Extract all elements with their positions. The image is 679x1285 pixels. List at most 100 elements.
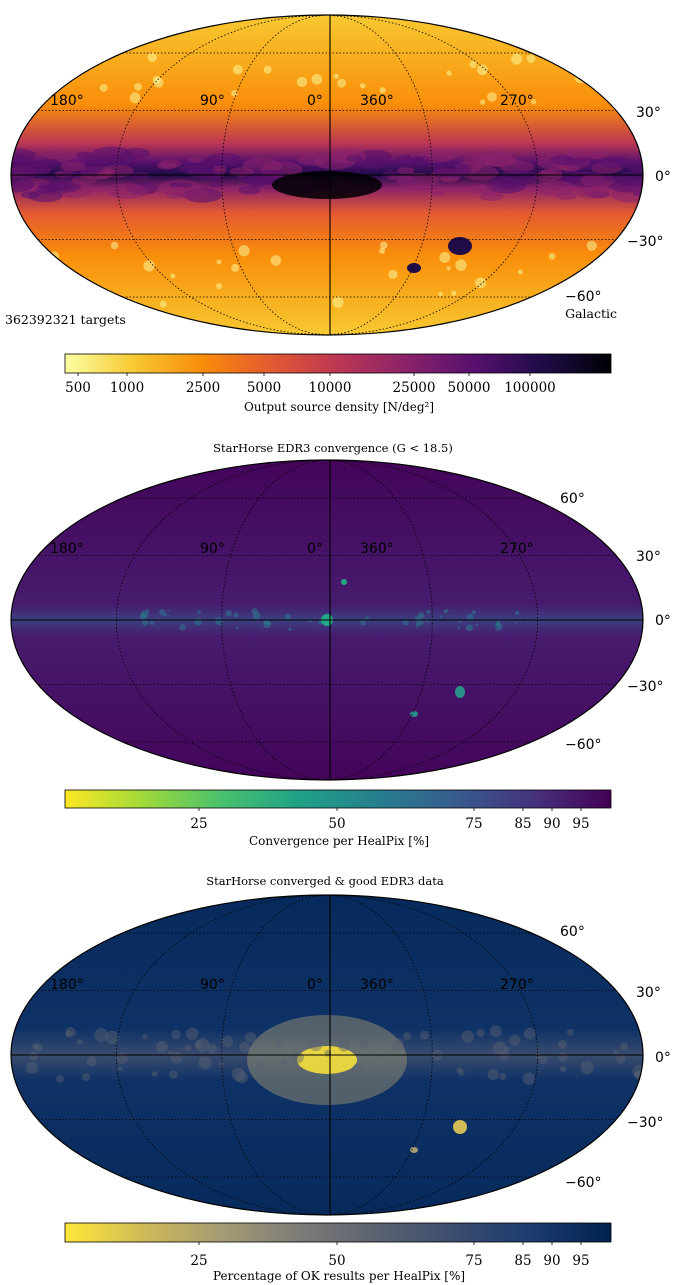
low-density-patch [333,73,339,80]
galactic-center-glow [297,1046,357,1074]
plane-feature [252,612,261,620]
dust-patch [20,191,40,199]
colorbar-tick-label: 50 [328,1253,345,1269]
low-density-patch [610,66,620,76]
plane-feature [171,1029,181,1040]
plane-feature [403,1032,412,1041]
longitude-gridline [326,459,539,781]
dust-patch [497,169,539,186]
convergence-panel: StarHorse EDR3 convergence (G < 18.5) Co… [0,432,679,852]
low-density-patch [477,64,488,76]
plane-feature [402,619,409,626]
plane-feature [142,619,149,626]
longitude-label: 360° [360,977,394,993]
plane-feature [117,1066,123,1072]
plane-feature [615,1054,626,1064]
plane-feature [195,1038,210,1053]
latitude-label: −30° [627,679,664,695]
low-density-patch [232,64,243,75]
plane-feature [26,1061,39,1074]
dust-patch [100,164,134,178]
plane-feature [159,609,166,616]
low-density-patch [332,296,344,308]
low-density-patch [147,52,157,62]
low-density-patch [511,53,523,65]
plane-feature [366,1074,377,1085]
plane-feature [76,1039,83,1045]
plane-feature [360,619,366,626]
low-density-patch [72,289,84,301]
plane-feature [420,1030,430,1040]
plane-feature [471,610,476,615]
low-density-patch [388,269,398,279]
low-density-patch [586,240,597,251]
plane-feature [245,1032,256,1043]
colorbar-tick-label: 25000 [393,380,436,396]
dust-patch [632,191,643,196]
plane-feature [476,1028,485,1037]
latitude-label: −60° [565,737,602,753]
dust-patch [397,167,415,174]
dust-patch [44,150,66,160]
longitude-label: 90° [200,541,225,557]
plane-feature [276,1041,282,1047]
low-density-patch [296,76,308,88]
plane-feature [276,1039,283,1046]
low-density-patch [487,91,497,102]
dust-patch [11,176,35,193]
colorbar-tick-label: 85 [514,816,531,832]
plane-feature [94,1027,108,1042]
colorbar [64,1222,612,1243]
dust-patch [598,156,631,169]
dust-patch [238,185,261,195]
low-density-patch [134,82,142,91]
colorbar-tick-label: 5000 [247,380,281,396]
latitude-label: 0° [655,613,671,629]
dust-patch [107,153,137,165]
plane-feature [418,612,425,619]
dust-patch [540,150,557,157]
latitude-label: 0° [655,169,671,185]
longitude-gridline [115,894,328,1216]
latitude-label: 30° [636,549,661,565]
dust-patch [438,149,463,159]
low-density-patch [602,286,608,292]
dust-patch [356,157,387,170]
dust-patch [188,157,203,163]
map-outline [10,894,644,1216]
plane-feature [145,609,150,613]
plane-feature [620,1042,629,1051]
smc-blob [407,263,421,273]
dust-patch [229,167,254,177]
plane-feature [458,1069,465,1076]
plane-feature [215,617,223,625]
plane-feature [105,1030,119,1045]
plane-feature [231,1067,246,1082]
plane-feature [523,1027,536,1040]
latitude-label: −30° [627,234,664,250]
longitude-label: 90° [200,93,225,109]
plane-feature [504,1046,510,1052]
plane-feature [426,609,431,614]
plane-feature [166,609,170,612]
latitude-label: 30° [636,985,661,1001]
dust-patch [169,182,183,188]
plane-feature [558,1052,568,1062]
dust-patch [47,181,73,191]
low-density-patch [446,266,451,271]
quality-map: StarHorse converged & good EDR3 data Per… [10,874,671,1283]
plane-feature [494,622,503,631]
dust-patch [606,176,643,193]
colorbar-tick-label: 2500 [186,380,220,396]
longitude-gridline [115,459,328,781]
colorbar [64,789,612,809]
colorbar-tick-label: 25 [190,816,207,832]
plane-feature [65,1030,72,1038]
dust-patch [432,162,472,178]
colorbar-tick-label: 500 [65,380,91,396]
colorbar-label: Percentage of OK results per HealPix [%] [213,1269,465,1283]
colorbar-label: Output source density [N/deg²] [244,400,434,414]
plane-feature [493,1041,507,1055]
low-density-patch [216,259,222,265]
quality-title: StarHorse converged & good EDR3 data [206,874,444,888]
